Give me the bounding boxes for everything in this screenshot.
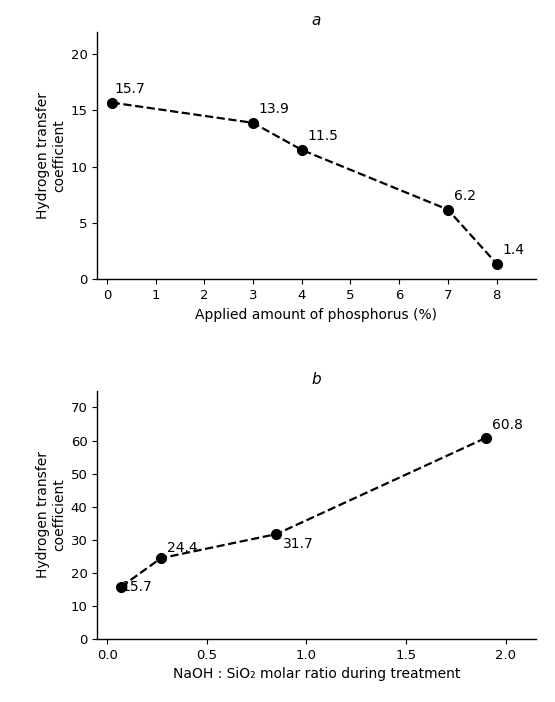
Title: a: a bbox=[312, 13, 321, 27]
Text: 31.7: 31.7 bbox=[282, 537, 313, 551]
X-axis label: Applied amount of phosphorus (%): Applied amount of phosphorus (%) bbox=[195, 307, 437, 322]
Y-axis label: Hydrogen transfer
coefficient: Hydrogen transfer coefficient bbox=[36, 92, 66, 219]
Text: 6.2: 6.2 bbox=[454, 189, 476, 203]
Text: 11.5: 11.5 bbox=[307, 129, 339, 143]
Title: b: b bbox=[311, 372, 321, 387]
Text: 15.7: 15.7 bbox=[121, 581, 152, 594]
Text: 60.8: 60.8 bbox=[492, 418, 523, 432]
Y-axis label: Hydrogen transfer
coefficient: Hydrogen transfer coefficient bbox=[36, 451, 67, 578]
Text: 1.4: 1.4 bbox=[502, 243, 524, 257]
X-axis label: NaOH : SiO₂ molar ratio during treatment: NaOH : SiO₂ molar ratio during treatment bbox=[173, 667, 460, 681]
Text: 15.7: 15.7 bbox=[114, 82, 145, 95]
Text: 13.9: 13.9 bbox=[259, 102, 290, 116]
Text: 24.4: 24.4 bbox=[167, 541, 198, 555]
